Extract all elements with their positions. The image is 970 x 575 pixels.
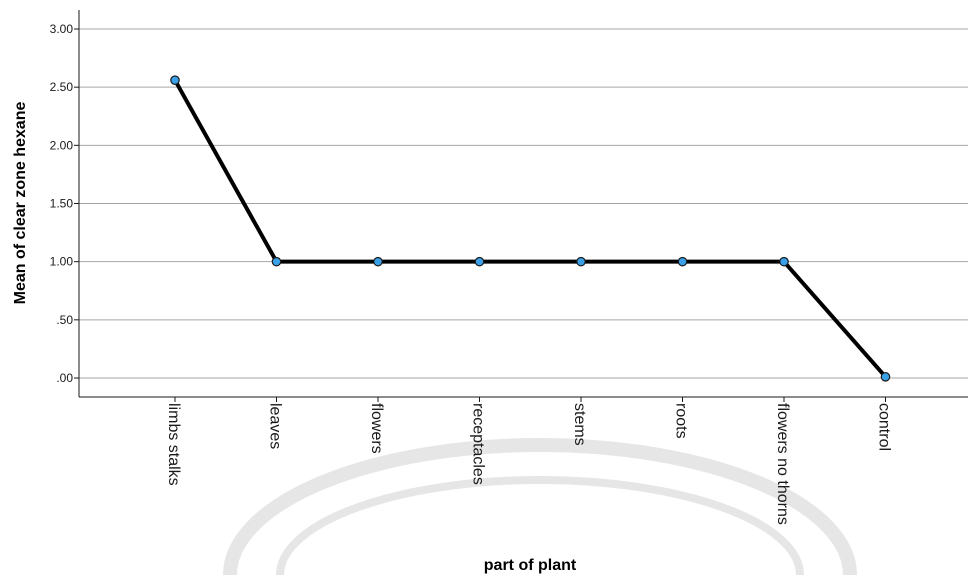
- data-point: [373, 256, 383, 267]
- y-tick-label: 2.00: [50, 138, 74, 152]
- x-axis-title: part of plant: [484, 557, 577, 574]
- y-tick-labels: .00 .50 1.00 1.50 2.00 2.50 3.00: [50, 22, 79, 385]
- y-tick-label: 1.50: [50, 197, 74, 211]
- series-line: [173, 79, 888, 379]
- x-tick-label: control: [876, 403, 893, 451]
- data-point: [271, 256, 282, 267]
- series: [170, 75, 891, 382]
- x-tick-label: flowers: [368, 403, 385, 454]
- x-tick-labels: limbs stalks leaves flowers receptacles stem…: [165, 397, 893, 525]
- data-point: [677, 256, 688, 267]
- x-tick-label: flowers no thorns: [774, 403, 791, 525]
- x-tick-label: roots: [673, 403, 690, 439]
- x-tick-label: leaves: [267, 403, 284, 449]
- y-tick-label: .50: [56, 313, 73, 327]
- data-point: [474, 256, 485, 267]
- watermark-seal: [223, 438, 857, 575]
- data-point: [880, 372, 891, 382]
- y-tick-label: .00: [56, 371, 73, 385]
- y-tick-label: 3.00: [50, 22, 74, 36]
- grid-lines: [79, 28, 968, 379]
- y-tick-label: 2.50: [50, 80, 74, 94]
- data-point: [576, 256, 586, 267]
- data-point: [779, 256, 789, 267]
- x-tick-label: stems: [571, 403, 588, 446]
- data-point: [170, 75, 180, 85]
- y-tick-label: 1.00: [50, 255, 74, 269]
- y-axis-title: Mean of clear zone hexane: [12, 102, 29, 305]
- x-tick-label: receptacles: [470, 403, 487, 485]
- x-tick-label: limbs stalks: [165, 403, 182, 486]
